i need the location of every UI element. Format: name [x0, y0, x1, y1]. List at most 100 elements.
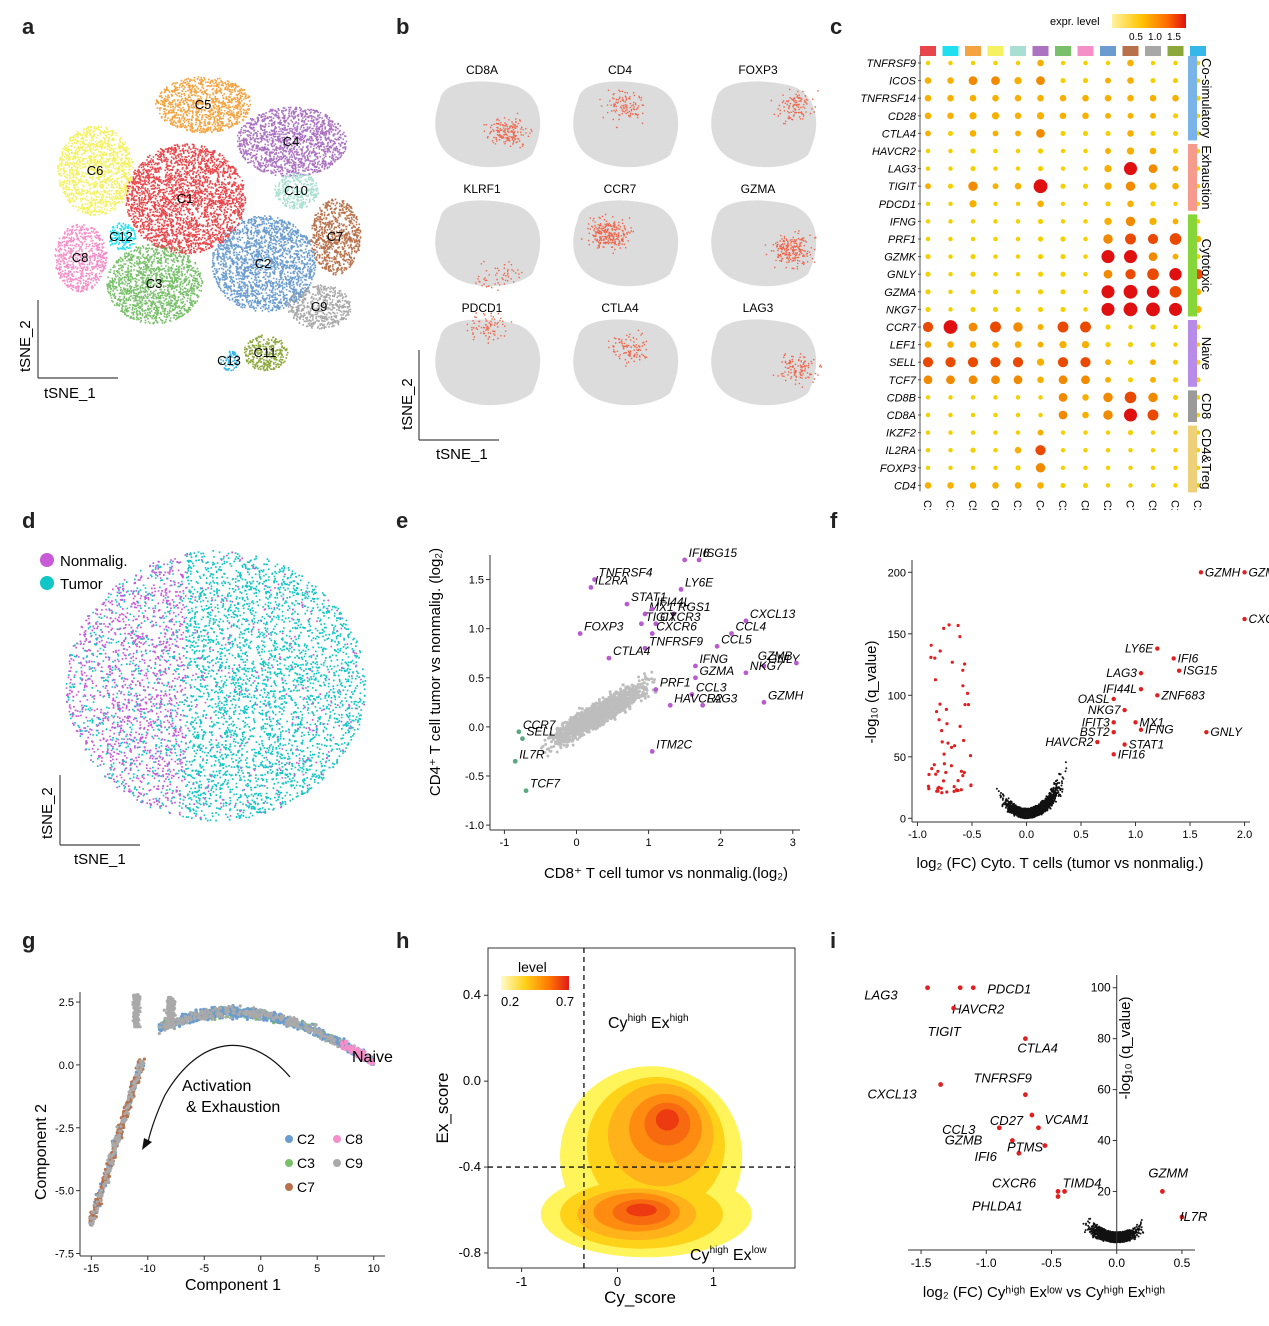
c-dot — [1082, 394, 1089, 401]
a-cluster-c10-cells — [274, 172, 320, 210]
i-point-label: GZMM — [1148, 1165, 1188, 1180]
c-row-label: FOXP3 — [880, 463, 917, 475]
f-ylabel: -log₁₀ (q_value) — [863, 640, 880, 743]
c-group-label: CD8 — [1199, 393, 1214, 419]
e-point-prf1 — [653, 687, 659, 692]
c-dot — [1082, 411, 1089, 419]
c-dot — [1127, 377, 1134, 383]
c-column-label: C8 — [1079, 500, 1091, 510]
c-dot — [1083, 60, 1088, 66]
c-dot — [1150, 447, 1156, 453]
e-point-label: CCL5 — [721, 632, 752, 646]
c-dot — [992, 306, 999, 312]
f-y-tick-label: 100 — [888, 690, 906, 702]
c-group-bar — [1188, 425, 1197, 493]
c-dot — [1059, 340, 1067, 349]
a-cluster-label-c3: C3 — [146, 276, 163, 291]
c-dot — [1149, 182, 1157, 190]
c-dot — [968, 76, 978, 85]
i-point-label: TNFRSF9 — [973, 1071, 1032, 1086]
f-point-label: GZMB — [1249, 565, 1269, 579]
c-dot — [969, 200, 977, 208]
c-dot — [1103, 234, 1113, 244]
f-point-label: IFI6 — [1178, 651, 1199, 665]
c-dot — [948, 307, 953, 312]
i-point-label: GZMB — [945, 1133, 983, 1148]
c-dot — [970, 447, 976, 453]
f-point-label: LAG3 — [1106, 666, 1137, 680]
c-column-label: C6 — [989, 500, 1001, 510]
c-group-label: Cytotoxic — [1199, 239, 1214, 293]
b-gene-title: GZMA — [741, 182, 776, 196]
c-dot — [947, 482, 954, 489]
c-dot — [1060, 60, 1066, 66]
c-dot — [1105, 112, 1111, 119]
e-point-cxcr3 — [653, 621, 659, 627]
b-ylabel: tSNE_2 — [400, 378, 416, 430]
panel-letter-a: a — [22, 14, 35, 39]
e-point-label: NKG7 — [750, 659, 784, 673]
e-point-havcr2 — [667, 702, 673, 708]
panel-i-volcano: PDCD1 LAG3 HAVCR2 TIGIT CTLA4 TNFRSF9 CXCL13 CD… — [864, 975, 1207, 1301]
c-dot — [993, 412, 998, 418]
f-point-label: ZNF683 — [1160, 688, 1205, 702]
a-cluster-c13-cells — [220, 350, 239, 372]
i-point-label: TIGIT — [928, 1024, 962, 1039]
f-point-lag3 — [1138, 670, 1144, 676]
b-tsne-shape — [435, 319, 541, 406]
c-dot — [1037, 200, 1044, 208]
c-dot — [1127, 342, 1134, 348]
b-tsne-shape — [711, 200, 817, 287]
i-point-il7r — [1179, 1214, 1185, 1220]
g-xlabel: Component 1 — [185, 1277, 281, 1294]
c-dot — [1123, 302, 1138, 317]
c-dot — [1150, 430, 1156, 435]
c-dot — [925, 166, 931, 171]
b-tsne-shape — [435, 81, 541, 168]
c-group-label: Exhaustion — [1199, 145, 1214, 209]
f-y-tick-label: 200 — [888, 567, 906, 579]
c-dot — [1172, 148, 1179, 154]
h-legend-gradient — [501, 976, 569, 990]
c-dot — [1015, 306, 1021, 312]
g-legend-swatch-c2 — [285, 1135, 293, 1143]
panel-letter-b: b — [396, 14, 410, 39]
e-point-rgs1 — [671, 611, 677, 617]
c-dot — [970, 271, 976, 277]
d-legend-swatch-nonmalig — [40, 553, 54, 567]
g-y-tick-label: -5.0 — [55, 1186, 74, 1198]
c-dot — [1060, 130, 1066, 136]
e-point-itm2c — [649, 749, 655, 754]
a-cluster-c6-cells — [57, 125, 134, 217]
i-point-label: IFI6 — [974, 1149, 997, 1164]
f-point-label: LY6E — [1125, 642, 1154, 656]
c-dot — [991, 112, 1000, 120]
g-legend-label: C2 — [297, 1131, 315, 1147]
c-column-label: C13 — [1191, 500, 1203, 510]
c-dot — [1015, 166, 1021, 171]
g-x-tick-label: 5 — [314, 1263, 320, 1275]
c-dot — [1037, 218, 1044, 224]
f-x-tick-label: 0.5 — [1073, 829, 1088, 841]
c-dot — [1060, 465, 1066, 471]
c-dot — [970, 219, 976, 224]
c-dot — [947, 183, 954, 189]
a-cluster-label-c9: C9 — [311, 299, 328, 314]
i-point-label: CTLA4 — [1017, 1041, 1057, 1056]
c-row-label: NKG7 — [886, 304, 917, 316]
c-row-label: IKZF2 — [886, 428, 916, 440]
c-dot — [993, 254, 998, 259]
e-point-label: IFNG — [699, 652, 728, 666]
c-dot — [1015, 430, 1021, 435]
e-point-lag3 — [700, 702, 706, 708]
c-dot — [925, 465, 931, 471]
e-point-ifi6 — [682, 557, 688, 563]
c-group-bar — [1188, 390, 1197, 422]
c-column-label: C2 — [1101, 500, 1113, 510]
c-dot — [1127, 94, 1134, 102]
a-cluster-label-c1: C1 — [177, 191, 194, 206]
g-legend-label: C3 — [297, 1155, 315, 1171]
e-point-cxcl13 — [743, 618, 749, 624]
c-dot — [1058, 375, 1068, 385]
f-point-znf683 — [1155, 693, 1160, 698]
